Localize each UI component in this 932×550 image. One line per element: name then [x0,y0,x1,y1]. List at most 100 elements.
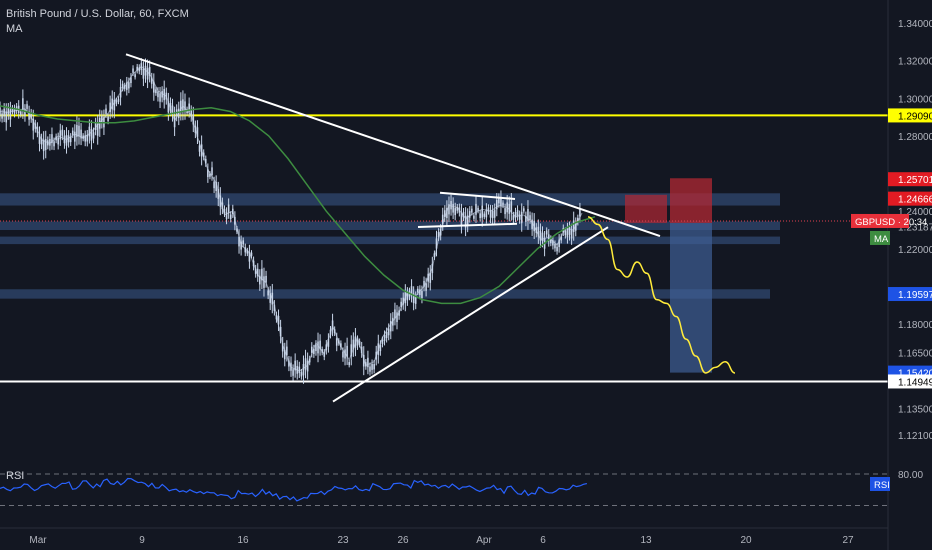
candle-body [369,366,371,372]
price-label: 1.15420 [898,369,932,380]
candle-body [342,351,344,358]
candles-group [0,58,581,384]
descending-trendline [125,53,661,237]
candle-body [246,250,249,254]
candle-body [88,126,91,137]
candle-body [65,135,68,146]
y-tick-label: 1.22000 [898,245,932,256]
candle-body [74,131,76,142]
candle-body [96,123,99,136]
y-tick-label: 1.12100 [898,431,932,442]
candle-body [7,108,10,115]
candle-body [92,132,95,139]
candle-body [78,125,80,137]
candle-body [525,215,527,222]
candle-body [566,228,569,238]
projection-path [587,216,736,374]
candle-body [429,272,432,283]
candle-body [371,363,373,370]
candle-body [44,139,47,151]
candle-body [448,204,450,215]
candle-body [550,238,552,243]
candle-body [184,101,186,112]
candle-body [138,67,141,72]
x-tick-label: 23 [337,535,349,546]
candle-body [3,108,5,117]
candle-body [444,210,446,217]
candle-body [362,354,365,367]
flag-top-line [439,191,516,200]
candle-body [383,334,386,341]
candle-body [433,253,436,258]
indicator-label[interactable]: MA [6,23,23,35]
candle-body [32,118,35,131]
candle-body [59,130,62,140]
x-tick-label: Mar [29,535,47,546]
candle-body [516,209,519,217]
candle-body [356,339,359,346]
candle-body [153,81,155,93]
price-label-box [888,191,932,206]
rsi-value-text: RSI [874,480,890,491]
candle-body [379,344,382,352]
candle-body [319,340,321,350]
rsi-label[interactable]: RSI [6,470,25,482]
candle-body [225,212,228,220]
candle-body [300,372,303,377]
candle-body [514,212,517,218]
price-label-box [888,108,932,123]
candle-body [22,98,24,111]
candle-body [171,105,174,115]
candle-body [244,247,247,253]
candle-body [577,217,579,223]
ascending-trendline [332,226,609,403]
rsi-line [0,477,588,502]
candle-body [202,152,205,158]
candle-body [277,315,280,325]
price-label: 1.24666 [898,195,932,206]
candle-body [385,332,388,339]
candle-body [217,189,220,199]
candle-body [419,289,421,296]
candle-body [315,344,317,352]
candle-body [479,213,481,219]
candle-body [570,230,573,239]
candle-body [502,202,504,206]
candle-body [80,129,82,139]
zone-band [0,193,780,206]
stop-zone [670,178,712,224]
price-label: 1.29090 [898,111,932,122]
candle-body [452,203,454,213]
symbol-title: British Pound / U.S. Dollar, 60, FXCM [6,8,189,20]
candle-body [146,68,149,80]
candle-body [148,67,151,76]
candle-body [335,338,338,346]
candle-body [42,139,45,152]
candle-body [454,208,457,216]
candle-body [367,357,369,368]
candle-body [94,123,97,130]
price-axis-ticks: 1.34000 1.32000 1.30000 1.28000 1.24000 1.220… [898,19,932,442]
candle-body [90,128,93,141]
candle-body [564,230,567,236]
candle-body [481,205,484,218]
candle-body [69,136,72,143]
candle-body [317,341,319,354]
zone-band [0,289,770,299]
candle-body [192,114,195,125]
candle-body [134,74,136,78]
candle-body [11,107,14,112]
candle-body [520,211,523,224]
price-label: 1.14949 [898,377,932,388]
y-tick-label: 1.32000 [898,57,932,68]
candle-body [265,275,267,283]
candle-body [304,358,307,370]
candle-body [198,145,201,152]
candle-body [84,135,87,142]
candle-body [1,113,3,119]
candle-body [113,99,116,111]
candle-body [381,339,384,345]
candle-body [105,108,107,114]
candle-body [435,238,438,249]
